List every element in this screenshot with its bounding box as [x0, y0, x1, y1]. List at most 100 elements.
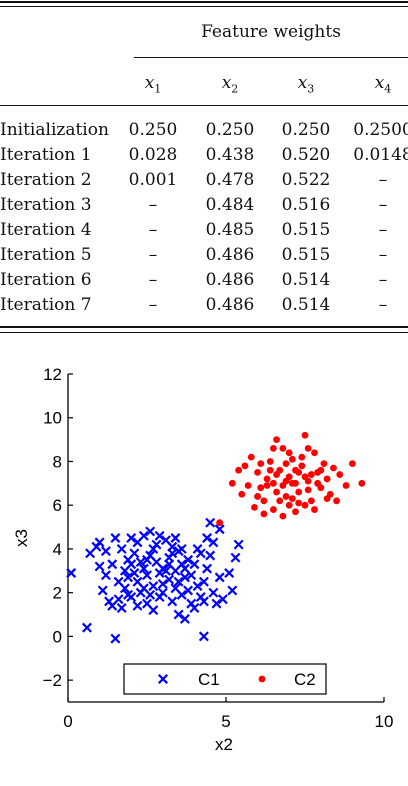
header-rule [0, 105, 408, 106]
y-tick-label: 12 [43, 365, 62, 384]
y-axis-label: x3 [12, 529, 31, 547]
c1-point [110, 533, 121, 543]
c2-point [301, 473, 309, 481]
row-value: 0.001 [128, 170, 178, 190]
c1-point [145, 526, 156, 537]
c1-point [94, 537, 105, 548]
c1-point [179, 613, 190, 624]
row-value: – [148, 270, 158, 290]
group-header-rule [134, 57, 408, 58]
c1-point [66, 568, 77, 578]
c1-point [214, 524, 225, 535]
row-value: 0.486 [205, 270, 255, 290]
c2-point [270, 479, 277, 487]
c2-point [358, 479, 366, 487]
c1-point [123, 554, 134, 565]
c2-point [254, 469, 261, 476]
c1-point [132, 600, 143, 611]
c1-point [154, 568, 165, 578]
row-value: 0.486 [205, 245, 255, 265]
row-value: 0.485 [205, 220, 255, 240]
c2-point [298, 462, 306, 470]
c2-point [244, 482, 252, 489]
plot-axes: −2 0 2 4 6 8 10 12 0 5 10 x2 x3 [12, 365, 393, 754]
c2-point [228, 479, 236, 487]
c2-point [301, 431, 309, 439]
legend-c1-label: C1 [198, 670, 220, 689]
c2-point [251, 503, 258, 511]
c1-point [198, 631, 209, 642]
x-tick-label: 10 [375, 712, 394, 731]
c1-point [230, 552, 241, 563]
row-value: 0.478 [205, 170, 255, 190]
c2-point [311, 449, 318, 457]
c2-point [235, 466, 243, 474]
row-value: 0.486 [205, 295, 255, 315]
c2-point [285, 449, 293, 457]
c1-point [135, 557, 146, 568]
row-value: 0.522 [281, 170, 331, 190]
row-value: 0.0148 [353, 145, 408, 165]
c2-point [301, 501, 309, 509]
c2-point [333, 497, 340, 505]
c1-point [157, 587, 168, 598]
row-label: Iteration 7 [0, 295, 92, 315]
c1-point [142, 570, 152, 581]
c2-point [273, 436, 280, 443]
c1-point [100, 570, 111, 581]
c1-point [233, 539, 244, 550]
c2-point [320, 460, 328, 468]
c1-point [198, 576, 209, 587]
row-value: 0.515 [281, 220, 331, 240]
row-value: 0.520 [281, 145, 331, 165]
row-value: – [378, 270, 388, 290]
c2-point [288, 479, 296, 487]
c2-point [276, 497, 284, 505]
c2-point [288, 455, 296, 463]
y-tick-label: −2 [43, 671, 62, 690]
c1-point [160, 535, 171, 546]
row-label: Iteration 4 [0, 220, 92, 240]
c2-point [323, 495, 331, 503]
top-rule-inner [0, 6, 408, 7]
row-value: – [148, 195, 158, 215]
c1-point [148, 581, 159, 592]
c1-point [192, 581, 203, 592]
c2-point [295, 488, 303, 496]
c2-point [304, 486, 312, 494]
c1-point [151, 557, 162, 568]
top-rule [0, 1, 408, 3]
c1-point [148, 543, 159, 554]
c1-point [173, 609, 184, 620]
weights-table: Feature weights x1 x2 x3 x4 Initializati… [0, 0, 408, 340]
row-value: – [378, 295, 388, 315]
c2-point [270, 444, 277, 452]
row-value: 0.250 [128, 120, 178, 140]
c1-point [176, 543, 187, 554]
c2-point [349, 460, 356, 468]
c1-point [217, 594, 228, 605]
c1-point [202, 533, 213, 543]
c2-point [260, 510, 268, 518]
column-header-x4: x4 [374, 73, 392, 96]
c1-point [208, 537, 219, 548]
x-tick-label: 0 [63, 712, 72, 731]
c1-point [183, 585, 194, 596]
c1-point [126, 533, 137, 543]
c2-point [263, 482, 271, 489]
c1-point [113, 576, 124, 587]
row-value: – [378, 195, 388, 215]
c2-point [216, 519, 224, 527]
row-label: Iteration 5 [0, 245, 92, 265]
legend-c2-marker [258, 675, 266, 683]
c1-point [164, 559, 175, 570]
legend-box [123, 663, 327, 695]
c1-point [202, 563, 213, 574]
c2-point [323, 475, 331, 483]
c2-point [247, 453, 255, 461]
c2-point [314, 479, 322, 487]
row-label: Iteration 1 [0, 145, 92, 165]
legend-c1-marker [158, 674, 168, 684]
group-header: Feature weights [201, 22, 341, 42]
c2-point [273, 488, 280, 496]
